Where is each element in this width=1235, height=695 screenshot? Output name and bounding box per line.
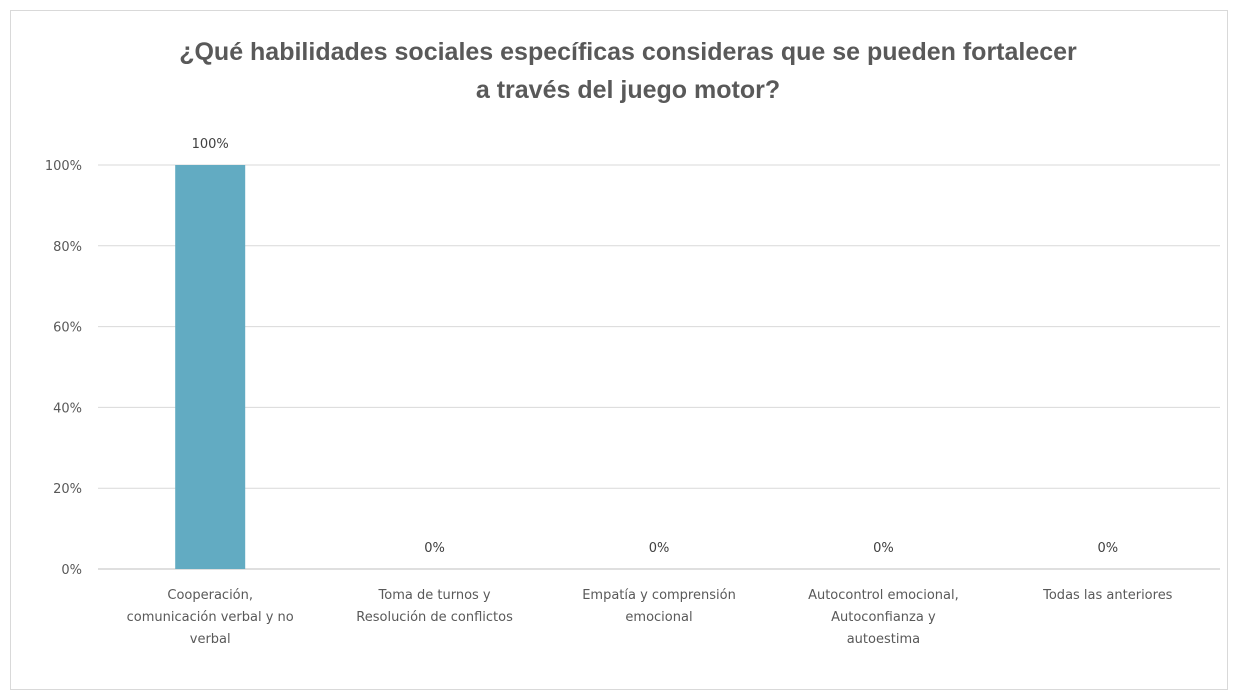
x-category-label: Cooperación, <box>167 588 253 603</box>
y-tick-label: 60% <box>53 321 82 336</box>
chart-title-line: a través del juego motor? <box>476 76 780 104</box>
chart-title: ¿Qué habilidades sociales específicas co… <box>179 38 1077 104</box>
y-tick-label: 80% <box>53 240 82 255</box>
x-category-label: Resolución de conflictos <box>356 610 513 625</box>
x-category-label: Toma de turnos y <box>378 588 491 603</box>
data-label: 0% <box>1097 541 1118 556</box>
x-category-label: emocional <box>625 610 692 625</box>
data-label: 0% <box>649 541 670 556</box>
x-category-label: Todas las anteriores <box>1042 588 1173 603</box>
x-category-label: Empatía y comprensión <box>582 588 736 603</box>
x-category-label: autoestima <box>847 632 920 647</box>
y-tick-label: 0% <box>61 563 82 578</box>
data-label: 100% <box>192 137 229 152</box>
x-category-label: Autoconfianza y <box>831 610 936 625</box>
x-category-label: verbal <box>190 632 231 647</box>
y-tick-label: 100% <box>45 159 82 174</box>
bar <box>175 165 246 569</box>
y-tick-label: 20% <box>53 482 82 497</box>
data-label: 0% <box>873 541 894 556</box>
y-axis-ticks: 0% 20% 40% 60% 80% 100% <box>45 159 82 578</box>
bars <box>175 165 246 569</box>
data-label: 0% <box>424 541 445 556</box>
gridlines <box>98 164 1220 570</box>
x-category-label: comunicación verbal y no <box>127 610 294 625</box>
data-labels: 100% 0% 0% 0% 0% <box>192 137 1118 556</box>
x-category-label: Autocontrol emocional, <box>808 588 959 603</box>
chart-title-line: ¿Qué habilidades sociales específicas co… <box>179 38 1077 66</box>
y-tick-label: 40% <box>53 401 82 416</box>
x-axis-categories: Cooperación, comunicación verbal y no verb… <box>127 588 1173 647</box>
